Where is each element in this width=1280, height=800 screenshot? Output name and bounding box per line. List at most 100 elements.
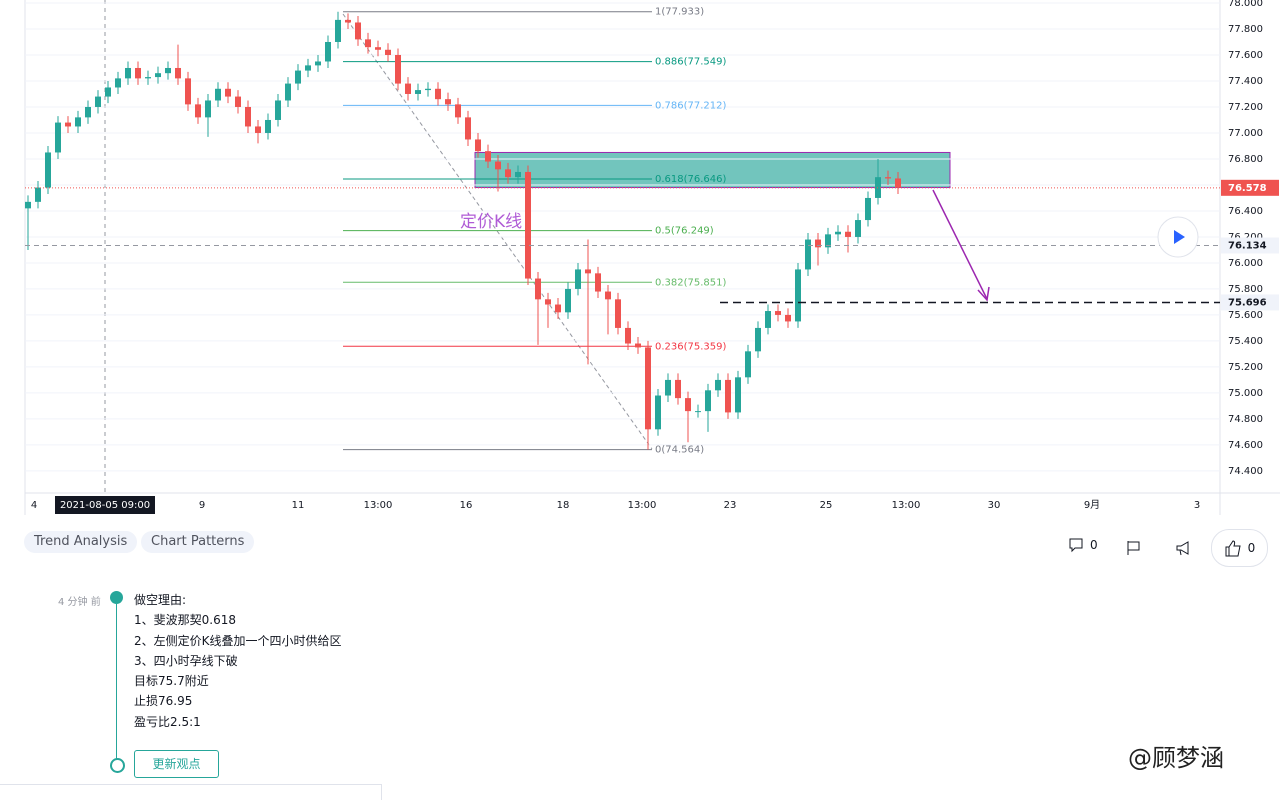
boost-icon[interactable] — [1175, 540, 1191, 556]
candle-body — [735, 377, 741, 413]
fib-label: 0.786(77.212) — [655, 100, 727, 111]
candle-body — [745, 351, 751, 378]
watermark: @顾梦涵 — [1128, 744, 1224, 772]
candle-body — [435, 88, 441, 100]
y-tick-label: 75.400 — [1228, 336, 1263, 347]
y-tick-label: 76.400 — [1228, 206, 1263, 217]
candle-body — [825, 234, 831, 248]
x-tick-label: 18 — [557, 500, 570, 511]
candle-body — [325, 41, 331, 62]
arrow-head — [977, 286, 990, 302]
candle-body — [455, 104, 461, 118]
fib-label: 0.5(76.249) — [655, 226, 714, 237]
y-tick-label: 74.800 — [1228, 414, 1263, 425]
candle-body — [255, 126, 261, 133]
share-icon[interactable] — [1126, 540, 1142, 556]
candle-body — [775, 311, 781, 315]
idea-line: 止损76.95 — [134, 694, 193, 709]
candle-body — [705, 390, 711, 412]
play-icon[interactable] — [1174, 230, 1185, 244]
fib-trend-line — [342, 13, 653, 450]
comments[interactable]: 0 — [1068, 537, 1098, 553]
candle-body — [715, 379, 721, 391]
idea-line: 1、斐波那契0.618 — [134, 613, 236, 628]
candle-body — [495, 161, 501, 170]
x-tick-label: 23 — [724, 500, 737, 511]
bottom-box — [0, 784, 382, 800]
y-tick-label: 75.600 — [1228, 310, 1263, 321]
candle-body — [535, 278, 541, 300]
candle-body — [165, 67, 171, 74]
timeline-ring — [110, 758, 125, 773]
candle-body — [575, 269, 581, 289]
candle-body — [885, 177, 891, 179]
fib-label: 0.886(77.549) — [655, 57, 727, 68]
candle-body — [85, 106, 91, 118]
timeline-dot — [110, 591, 123, 604]
candle-body — [835, 231, 841, 235]
candle-body — [225, 88, 231, 97]
candle-body — [175, 67, 181, 79]
x-tick-label: 3 — [1194, 500, 1200, 511]
candle-body — [605, 291, 611, 300]
candle-body — [785, 314, 791, 322]
x-tick-label: 13:00 — [892, 500, 921, 511]
idea-line: 盈亏比2.5:1 — [134, 714, 201, 729]
candle-body — [465, 117, 471, 140]
candle-body — [685, 398, 691, 412]
candle-body — [55, 122, 61, 153]
price-tag — [1221, 237, 1279, 254]
candle-body — [315, 61, 321, 66]
price-tag-label: 76.134 — [1228, 241, 1267, 252]
candle-body — [235, 96, 241, 107]
timeline-line — [116, 604, 117, 760]
candle-body — [425, 88, 431, 91]
candle-body — [845, 231, 851, 237]
candle-body — [795, 269, 801, 322]
candle-body — [415, 90, 421, 94]
tag[interactable]: Trend Analysis — [24, 531, 138, 553]
candle-body — [345, 19, 351, 23]
candle-body — [95, 96, 101, 107]
candle-body — [125, 67, 131, 79]
candle-body — [485, 151, 491, 162]
fib-label: 0(74.564) — [655, 445, 704, 456]
candle-body — [185, 78, 191, 105]
y-tick-label: 77.800 — [1228, 24, 1263, 35]
candle-body — [805, 239, 811, 270]
update-button[interactable]: 更新观点 — [134, 750, 219, 778]
y-tick-label: 74.600 — [1228, 440, 1263, 451]
candle-body — [75, 117, 81, 127]
fib-label: 0.382(75.851) — [655, 277, 727, 288]
candle-body — [855, 220, 861, 237]
candle-body — [585, 269, 591, 274]
tag[interactable]: Chart Patterns — [141, 531, 255, 553]
y-tick-label: 76.000 — [1228, 258, 1263, 269]
candle-body — [195, 104, 201, 118]
candle-body — [565, 288, 571, 313]
candle-body — [595, 273, 601, 292]
y-tick-label: 75.200 — [1228, 362, 1263, 373]
idea-line: 做空理由: — [134, 593, 187, 607]
candle-body — [615, 299, 621, 328]
candle-body — [115, 78, 121, 88]
x-tick-label: 4 — [31, 500, 37, 511]
candle-body — [305, 65, 311, 71]
price-tag — [1221, 179, 1279, 196]
idea-text: 做空理由: 1、斐波那契0.618 2、左侧定价K线叠加一个四小时供给区 3、四小时孕… — [134, 590, 342, 732]
candle-body — [365, 39, 371, 48]
candle-body — [385, 49, 391, 55]
chart: 1(77.933) 0.886(77.549) 0.786(77.212) 0.618… — [24, 0, 1280, 515]
likes[interactable]: 0 — [1211, 529, 1268, 567]
y-tick-label: 77.600 — [1228, 50, 1263, 61]
candle-body — [555, 304, 561, 313]
candle-body — [505, 169, 511, 178]
candle-body — [155, 73, 161, 78]
candle-body — [135, 67, 141, 79]
candle-body — [65, 122, 71, 127]
plot-area — [25, 0, 1220, 493]
x-tick-label: 2021-08-05 09:00 — [60, 500, 150, 511]
candle-body — [445, 99, 451, 105]
candle-body — [215, 88, 221, 101]
